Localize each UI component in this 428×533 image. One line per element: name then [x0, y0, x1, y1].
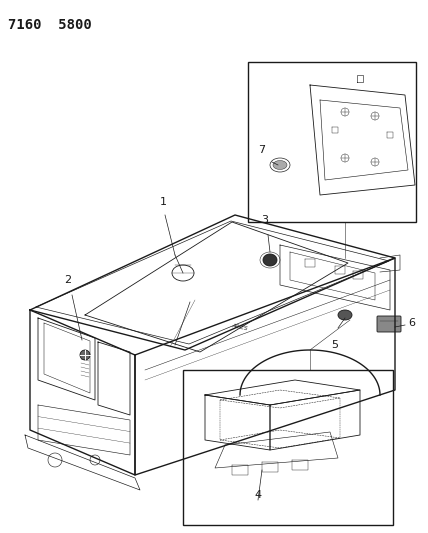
Ellipse shape [263, 254, 277, 266]
Text: 6: 6 [408, 318, 415, 328]
Text: 3: 3 [262, 215, 268, 225]
Text: 7160  5800: 7160 5800 [8, 18, 92, 32]
FancyBboxPatch shape [377, 316, 401, 332]
Text: 2: 2 [65, 275, 71, 285]
Text: 5: 5 [332, 340, 339, 350]
Text: ARIES: ARIES [232, 322, 249, 331]
Text: 4: 4 [254, 490, 262, 500]
Ellipse shape [338, 310, 352, 320]
Ellipse shape [273, 160, 287, 169]
Text: 1: 1 [160, 197, 166, 207]
Ellipse shape [80, 350, 90, 360]
Bar [248, 62, 416, 222]
Text: 7: 7 [259, 145, 265, 155]
Bar [183, 370, 393, 525]
